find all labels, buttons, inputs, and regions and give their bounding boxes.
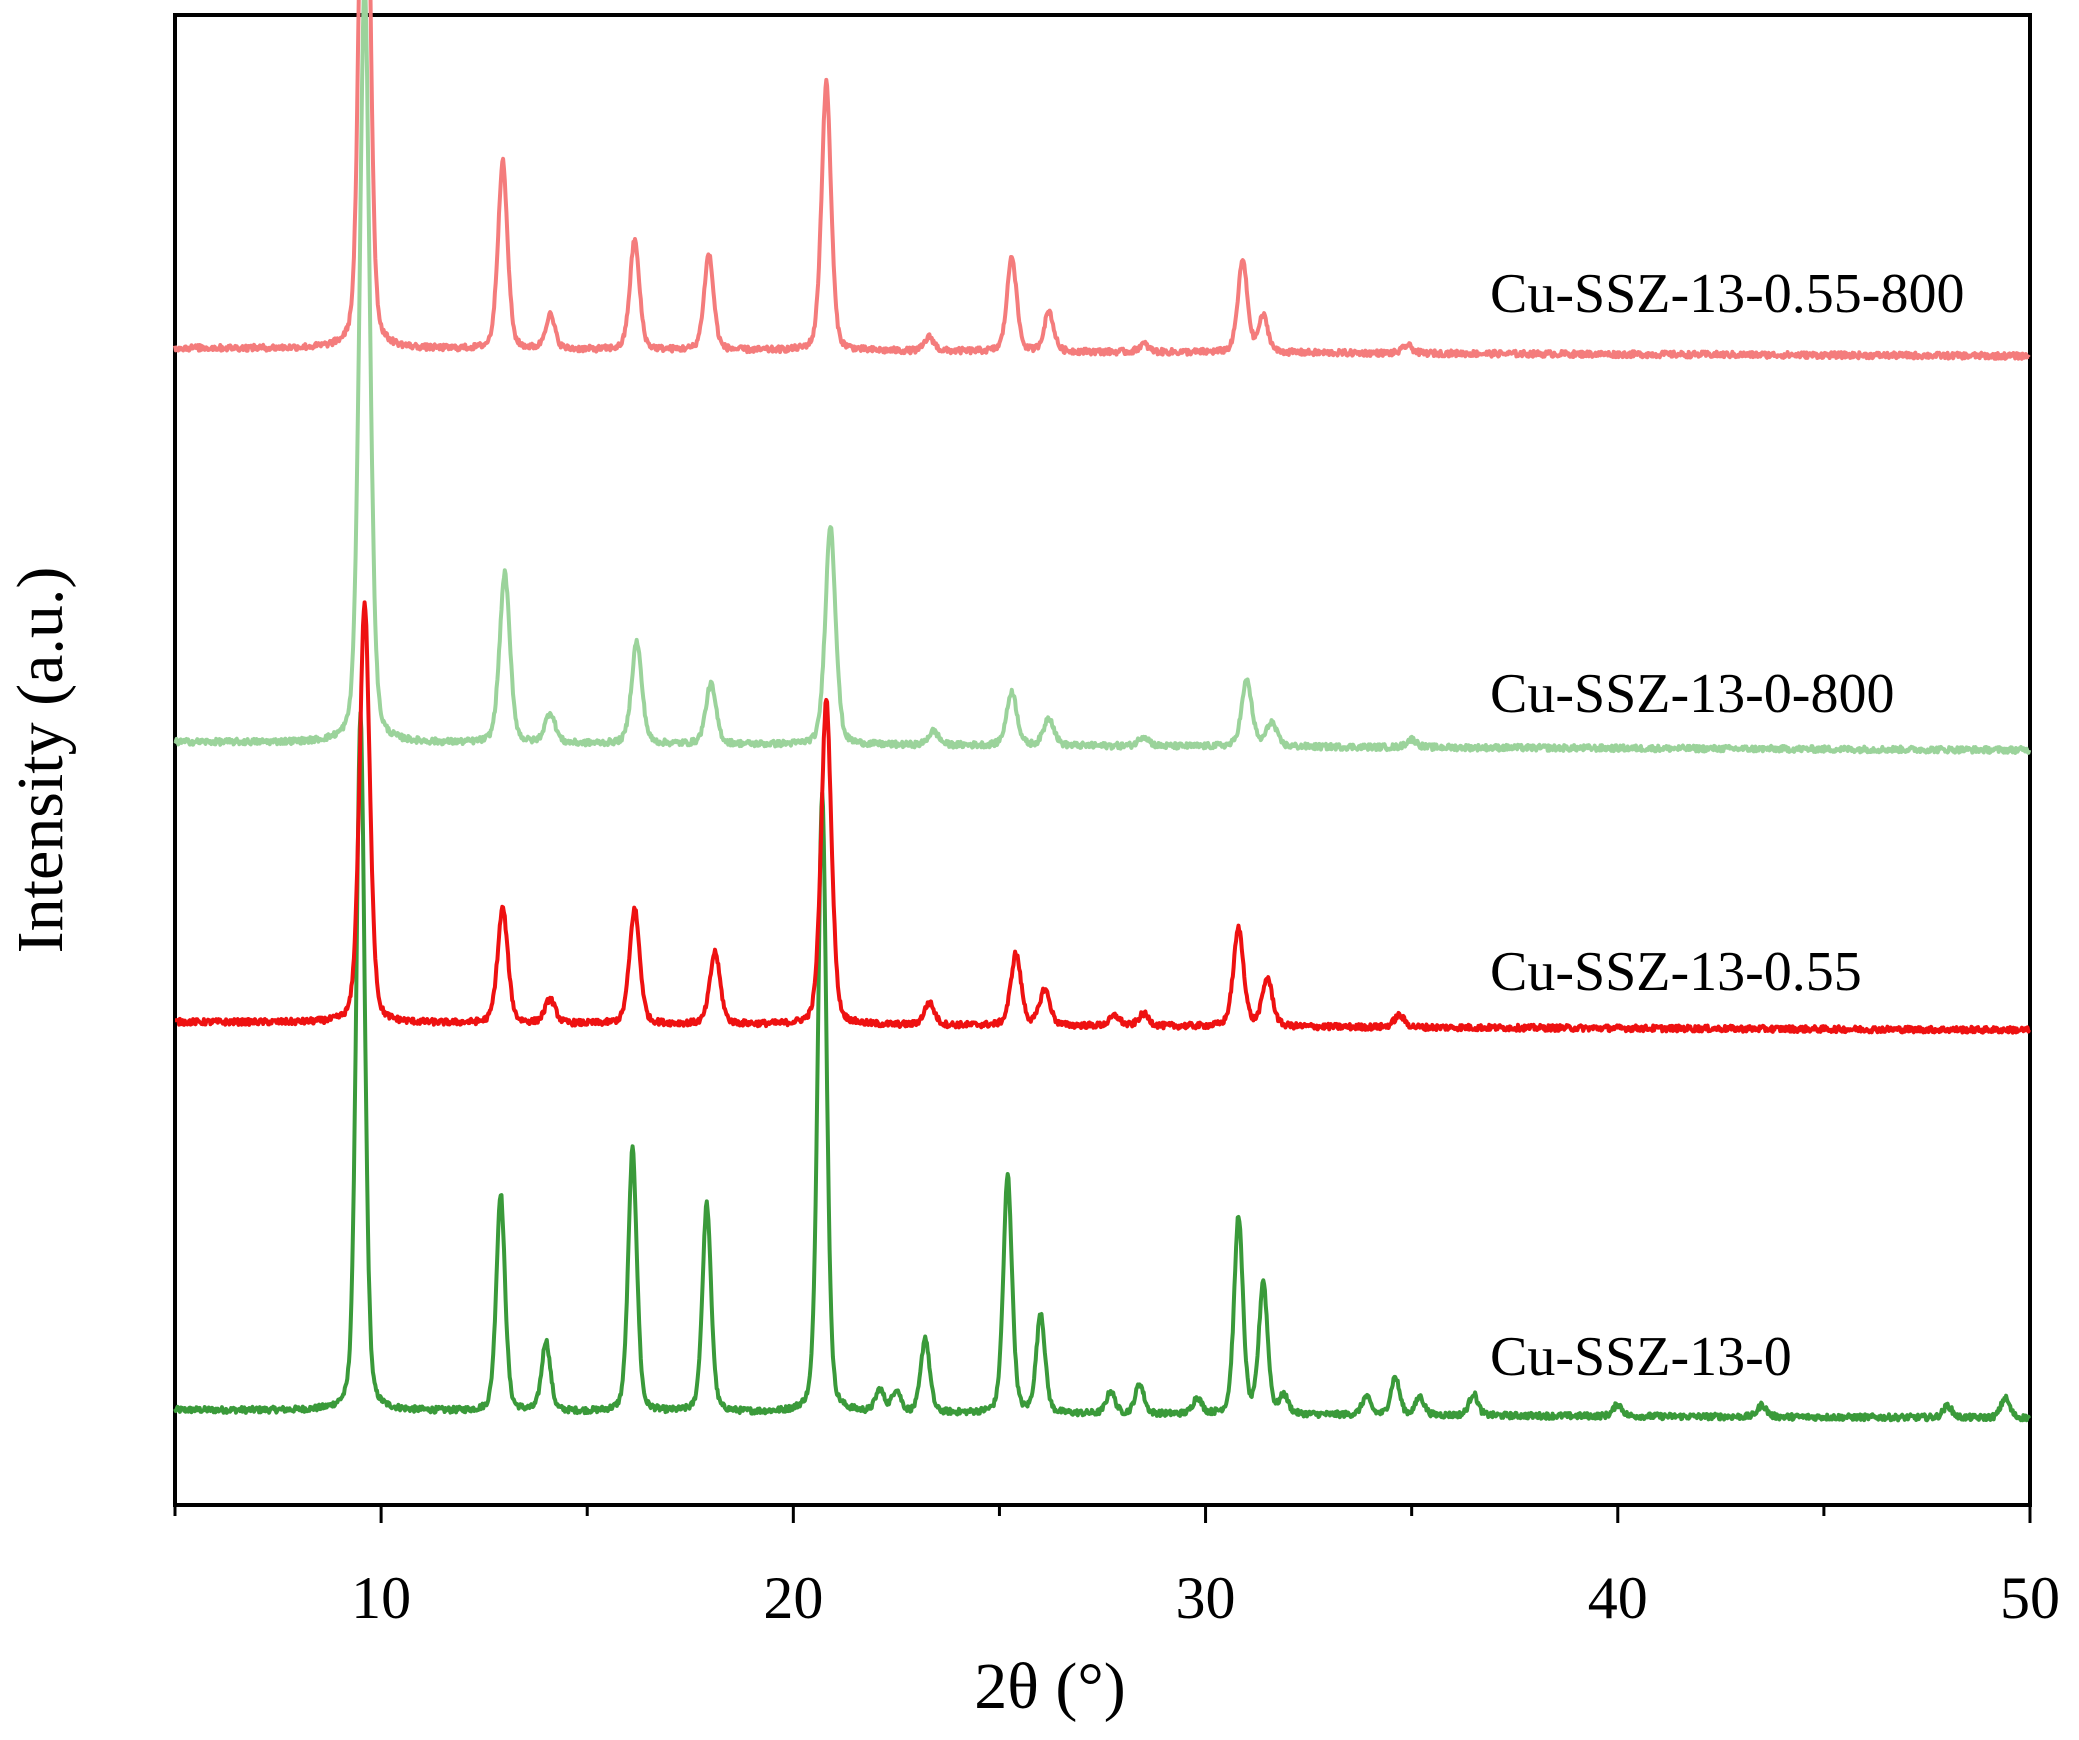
trace-cu-ssz-13-0-55 <box>173 600 2032 1035</box>
series-label-cu-ssz-13-0-55: Cu-SSZ-13-0.55 <box>1490 941 1862 1003</box>
trace-cu-ssz-13-0-55-800 <box>173 0 2031 361</box>
diffraction-traces <box>173 0 2032 1423</box>
x-tick-label: 20 <box>763 1565 823 1631</box>
x-axis-title: 2θ (°) <box>974 1650 1125 1723</box>
series-labels: Cu-SSZ-13-0 Cu-SSZ-13-0.55 Cu-SSZ-13-0-800… <box>1490 263 1964 1388</box>
trace-cu-ssz-13-0 <box>173 710 2031 1423</box>
series-label-cu-ssz-13-0-800: Cu-SSZ-13-0-800 <box>1490 663 1894 725</box>
plot-area <box>173 13 2032 1507</box>
x-axis-ticks: 10 20 30 40 50 <box>173 1505 2060 1631</box>
y-axis-title: Intensity (a.u.) <box>4 567 77 954</box>
series-label-cu-ssz-13-0-55-800: Cu-SSZ-13-0.55-800 <box>1490 263 1964 325</box>
x-tick-label: 30 <box>1176 1565 1236 1631</box>
x-tick-label: 10 <box>351 1565 411 1631</box>
series-label-cu-ssz-13-0: Cu-SSZ-13-0 <box>1490 1326 1792 1388</box>
x-tick-label: 40 <box>1588 1565 1648 1631</box>
x-tick-label: 50 <box>2000 1565 2060 1631</box>
trace-cu-ssz-13-0-800 <box>173 0 2032 755</box>
